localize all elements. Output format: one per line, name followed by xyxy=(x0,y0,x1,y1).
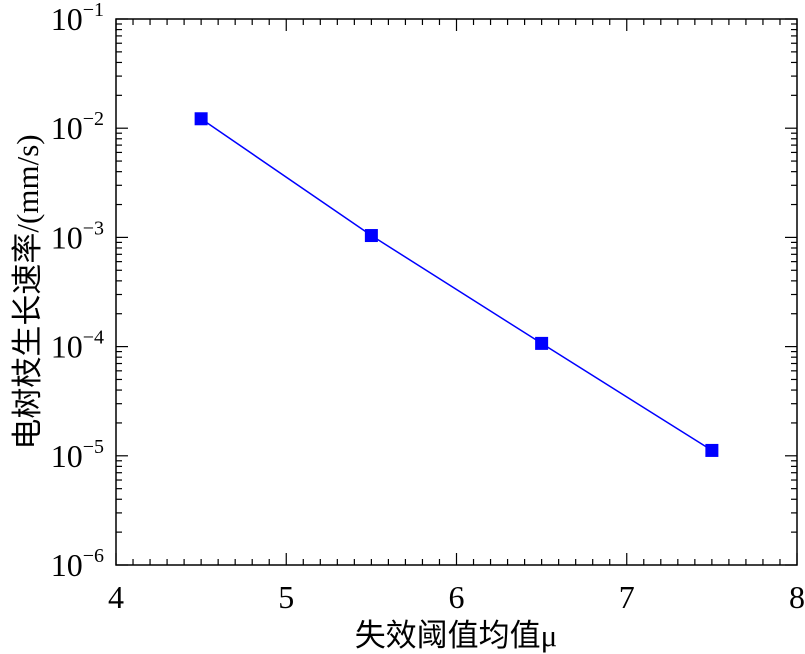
data-point-marker xyxy=(194,112,208,126)
ticks xyxy=(115,18,798,566)
axes xyxy=(115,18,798,566)
series-line xyxy=(200,118,713,452)
x-tick-label: 8 xyxy=(789,579,805,615)
y-tick-label: 10−5 xyxy=(51,436,104,474)
x-tick-label: 4 xyxy=(108,579,124,615)
y-tick-label: 10−1 xyxy=(51,0,104,37)
data-series xyxy=(194,112,719,457)
x-tick-label: 5 xyxy=(278,579,294,615)
data-point-marker xyxy=(705,443,719,457)
x-tick-label: 6 xyxy=(449,579,465,615)
x-axis-title: 失效阈值均值μ xyxy=(355,618,558,653)
axis-labels: 4 5 6 7 8 10−1 10−2 10−3 10−4 10−5 10−6 失效阈值均值μ 电树枝生… xyxy=(10,0,805,653)
y-axis-title: 电树枝生长速率/(mm/s) xyxy=(10,134,45,449)
y-tick-label: 10−3 xyxy=(51,217,104,255)
y-tick-label: 10−4 xyxy=(51,327,104,365)
data-point-marker xyxy=(535,336,549,350)
plot-frame xyxy=(115,18,798,566)
x-tick-label: 7 xyxy=(619,579,635,615)
data-point-marker xyxy=(364,229,378,243)
y-tick-label: 10−2 xyxy=(51,108,104,146)
y-tick-label: 10−6 xyxy=(51,545,104,583)
